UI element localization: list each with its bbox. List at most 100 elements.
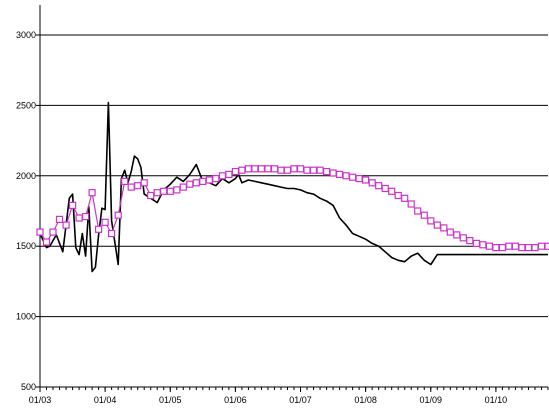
series-2-line bbox=[39, 168, 548, 249]
y-tick-label: 1000 bbox=[16, 312, 36, 322]
x-tick-label: 01/06 bbox=[224, 395, 247, 405]
series-2-point bbox=[394, 191, 402, 200]
y-tick-label: 500 bbox=[21, 382, 36, 392]
x-tick-label: 01/08 bbox=[354, 395, 377, 405]
chart-axes bbox=[36, 5, 549, 392]
series-2-point bbox=[388, 187, 396, 195]
series-2-point bbox=[68, 201, 77, 209]
series-2-point bbox=[114, 211, 122, 219]
series-2-point bbox=[218, 172, 226, 180]
x-tick-label: 01/09 bbox=[420, 395, 443, 405]
series-2-point bbox=[251, 165, 259, 173]
x-tick-label: 01/10 bbox=[485, 395, 508, 405]
series-2-point bbox=[316, 166, 324, 174]
series-2-point bbox=[62, 221, 70, 229]
series-2-point bbox=[231, 168, 239, 176]
x-tick-label: 01/03 bbox=[29, 395, 52, 405]
y-tick-label: 1500 bbox=[16, 241, 36, 251]
series-2-point bbox=[362, 176, 370, 184]
series-2-point bbox=[309, 166, 318, 174]
series-2-point bbox=[401, 194, 409, 202]
series-2-point bbox=[75, 214, 83, 222]
series-2-point bbox=[140, 179, 148, 187]
series-2-point bbox=[505, 242, 513, 250]
series-2-point bbox=[472, 239, 480, 247]
series-2-point bbox=[238, 166, 246, 174]
series-2-point bbox=[329, 169, 337, 177]
y-axis-tick-labels: 500 1000 1500 2000 2500 3000 bbox=[16, 30, 36, 392]
series-2-point bbox=[270, 165, 279, 173]
x-axis-tick-labels: 01/03 01/04 01/05 01/06 01/07 01/08 01/09 01/10 bbox=[29, 395, 507, 405]
series-2-point bbox=[368, 179, 376, 187]
series-2-point bbox=[407, 200, 415, 208]
horizontal-gridlines bbox=[40, 34, 548, 318]
series-2-point bbox=[225, 170, 233, 178]
series-2-point bbox=[336, 170, 344, 178]
series-2-point bbox=[349, 173, 357, 181]
x-tick-label: 01/04 bbox=[94, 395, 117, 405]
series-2-point bbox=[179, 183, 187, 191]
series-2-point bbox=[414, 207, 422, 215]
series-2-point bbox=[355, 175, 363, 183]
series-1-line bbox=[39, 101, 548, 273]
series-2-point bbox=[342, 172, 350, 180]
series-2-point bbox=[94, 225, 103, 233]
series-2-point bbox=[192, 179, 200, 187]
series-2-point bbox=[290, 165, 298, 173]
series-2-point bbox=[186, 180, 194, 188]
series-2-point bbox=[36, 228, 44, 236]
series-2-point bbox=[531, 244, 539, 252]
series-2-point bbox=[173, 186, 181, 194]
series-2-point bbox=[544, 242, 549, 250]
series-2-point bbox=[166, 187, 174, 195]
series-2-point bbox=[199, 177, 207, 185]
series-2-point bbox=[453, 231, 461, 239]
x-tick-label: 01/05 bbox=[159, 395, 182, 405]
series-2-point bbox=[459, 234, 467, 242]
series-2-point bbox=[81, 213, 90, 221]
series-2-point bbox=[147, 191, 155, 200]
series-2-point bbox=[427, 217, 435, 225]
series-2-point bbox=[264, 165, 272, 173]
series-2-point bbox=[381, 184, 389, 193]
series-2-point bbox=[160, 187, 168, 195]
chart-series bbox=[36, 101, 549, 273]
series-2-point bbox=[257, 165, 265, 173]
series-2-point bbox=[212, 175, 220, 183]
series-2-point bbox=[511, 242, 520, 250]
series-2-point bbox=[303, 166, 311, 174]
series-2-point bbox=[283, 166, 292, 174]
series-2-point bbox=[420, 211, 428, 219]
series-2-point bbox=[42, 238, 51, 246]
y-tick-label: 2500 bbox=[16, 100, 36, 110]
series-2-point bbox=[296, 165, 305, 173]
series-2-point bbox=[49, 228, 57, 236]
series-2-point bbox=[88, 189, 96, 197]
series-2-point bbox=[323, 168, 331, 176]
series-2-point bbox=[479, 241, 487, 249]
series-2-point bbox=[440, 224, 448, 232]
series-2-point bbox=[466, 237, 474, 245]
y-tick-label: 3000 bbox=[16, 30, 36, 40]
series-2-point bbox=[446, 228, 454, 236]
series-2-point bbox=[485, 242, 493, 250]
series-2-point bbox=[537, 242, 546, 250]
series-2-point bbox=[244, 165, 252, 173]
series-2-point bbox=[101, 218, 109, 226]
series-2-point bbox=[518, 244, 526, 252]
series-2-point bbox=[277, 166, 285, 174]
x-tick-label: 01/07 bbox=[289, 395, 312, 405]
series-2-point bbox=[153, 189, 161, 197]
y-tick-label: 2000 bbox=[16, 171, 36, 181]
series-2-markers bbox=[36, 165, 549, 252]
series-2-point bbox=[55, 215, 64, 223]
series-2-point bbox=[433, 221, 441, 229]
series-2-point bbox=[492, 244, 500, 252]
series-2-point bbox=[498, 244, 506, 252]
series-2-point bbox=[121, 177, 129, 185]
series-2-point bbox=[127, 183, 135, 191]
series-2-point bbox=[134, 182, 142, 190]
series-2-point bbox=[524, 244, 533, 252]
series-2-point bbox=[205, 176, 213, 184]
